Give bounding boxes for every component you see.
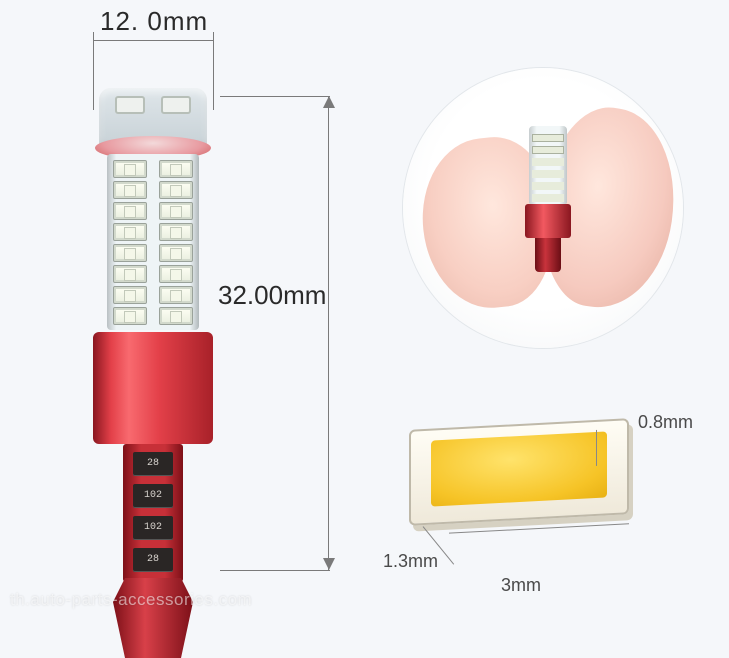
dim-arrow (323, 96, 335, 108)
led-chip-diagram: 0.8mm 1.3mm 3mm (389, 396, 689, 566)
dim-line (596, 430, 597, 466)
smd-led (113, 160, 147, 178)
smd-led (159, 265, 193, 283)
pcb: 28 102 102 28 (123, 444, 183, 582)
led-row (113, 223, 193, 241)
smd-resistor: 102 (133, 516, 173, 540)
dim-arrow (323, 558, 335, 570)
top-led (115, 96, 145, 114)
chip-phosphor (431, 431, 607, 506)
bulb-height-label: 32.00mm (218, 280, 326, 311)
smd-led (113, 265, 147, 283)
smd-led (113, 286, 147, 304)
smd-led (113, 181, 147, 199)
smd-led (159, 307, 193, 325)
led-row (113, 160, 193, 178)
smd-led (159, 160, 193, 178)
dim-line (449, 523, 629, 533)
smd-led (159, 202, 193, 220)
smd-led (113, 307, 147, 325)
smd-resistor: 28 (133, 452, 173, 476)
chip-width-label: 3mm (501, 575, 541, 596)
top-led (161, 96, 191, 114)
bulb-diagram: 12. 0mm 32.00mm 28 102 102 28 (20, 0, 350, 616)
watermark-text: th.auto-parts-accessories.com (10, 590, 252, 610)
mini-base (535, 238, 561, 272)
led-row (113, 286, 193, 304)
led-chip (409, 418, 629, 526)
mini-led-body (529, 126, 567, 204)
smd-resistor: 102 (133, 484, 173, 508)
led-row (113, 307, 193, 325)
chip-depth-label: 1.3mm (383, 551, 438, 572)
dim-line (328, 96, 329, 570)
mini-bulb (525, 126, 571, 274)
led-row (113, 202, 193, 220)
hand-holding-bulb (403, 68, 683, 348)
led-row (113, 244, 193, 262)
heatsink (93, 332, 213, 444)
dim-line (220, 570, 330, 571)
led-row (113, 265, 193, 283)
dim-guide (213, 40, 214, 110)
led-bulb: 28 102 102 28 (93, 88, 213, 578)
dim-line (93, 40, 213, 41)
smd-led (159, 286, 193, 304)
smd-led (113, 244, 147, 262)
dim-line (220, 96, 330, 97)
smd-resistor: 28 (133, 548, 173, 572)
led-strip-body (107, 154, 199, 330)
smd-led (159, 181, 193, 199)
chip-height-label: 0.8mm (638, 412, 693, 433)
smd-led (159, 223, 193, 241)
smd-led (159, 244, 193, 262)
smd-led (113, 223, 147, 241)
led-row (113, 181, 193, 199)
mini-heatsink (525, 204, 571, 238)
bulb-width-label: 12. 0mm (100, 6, 208, 37)
smd-led (113, 202, 147, 220)
